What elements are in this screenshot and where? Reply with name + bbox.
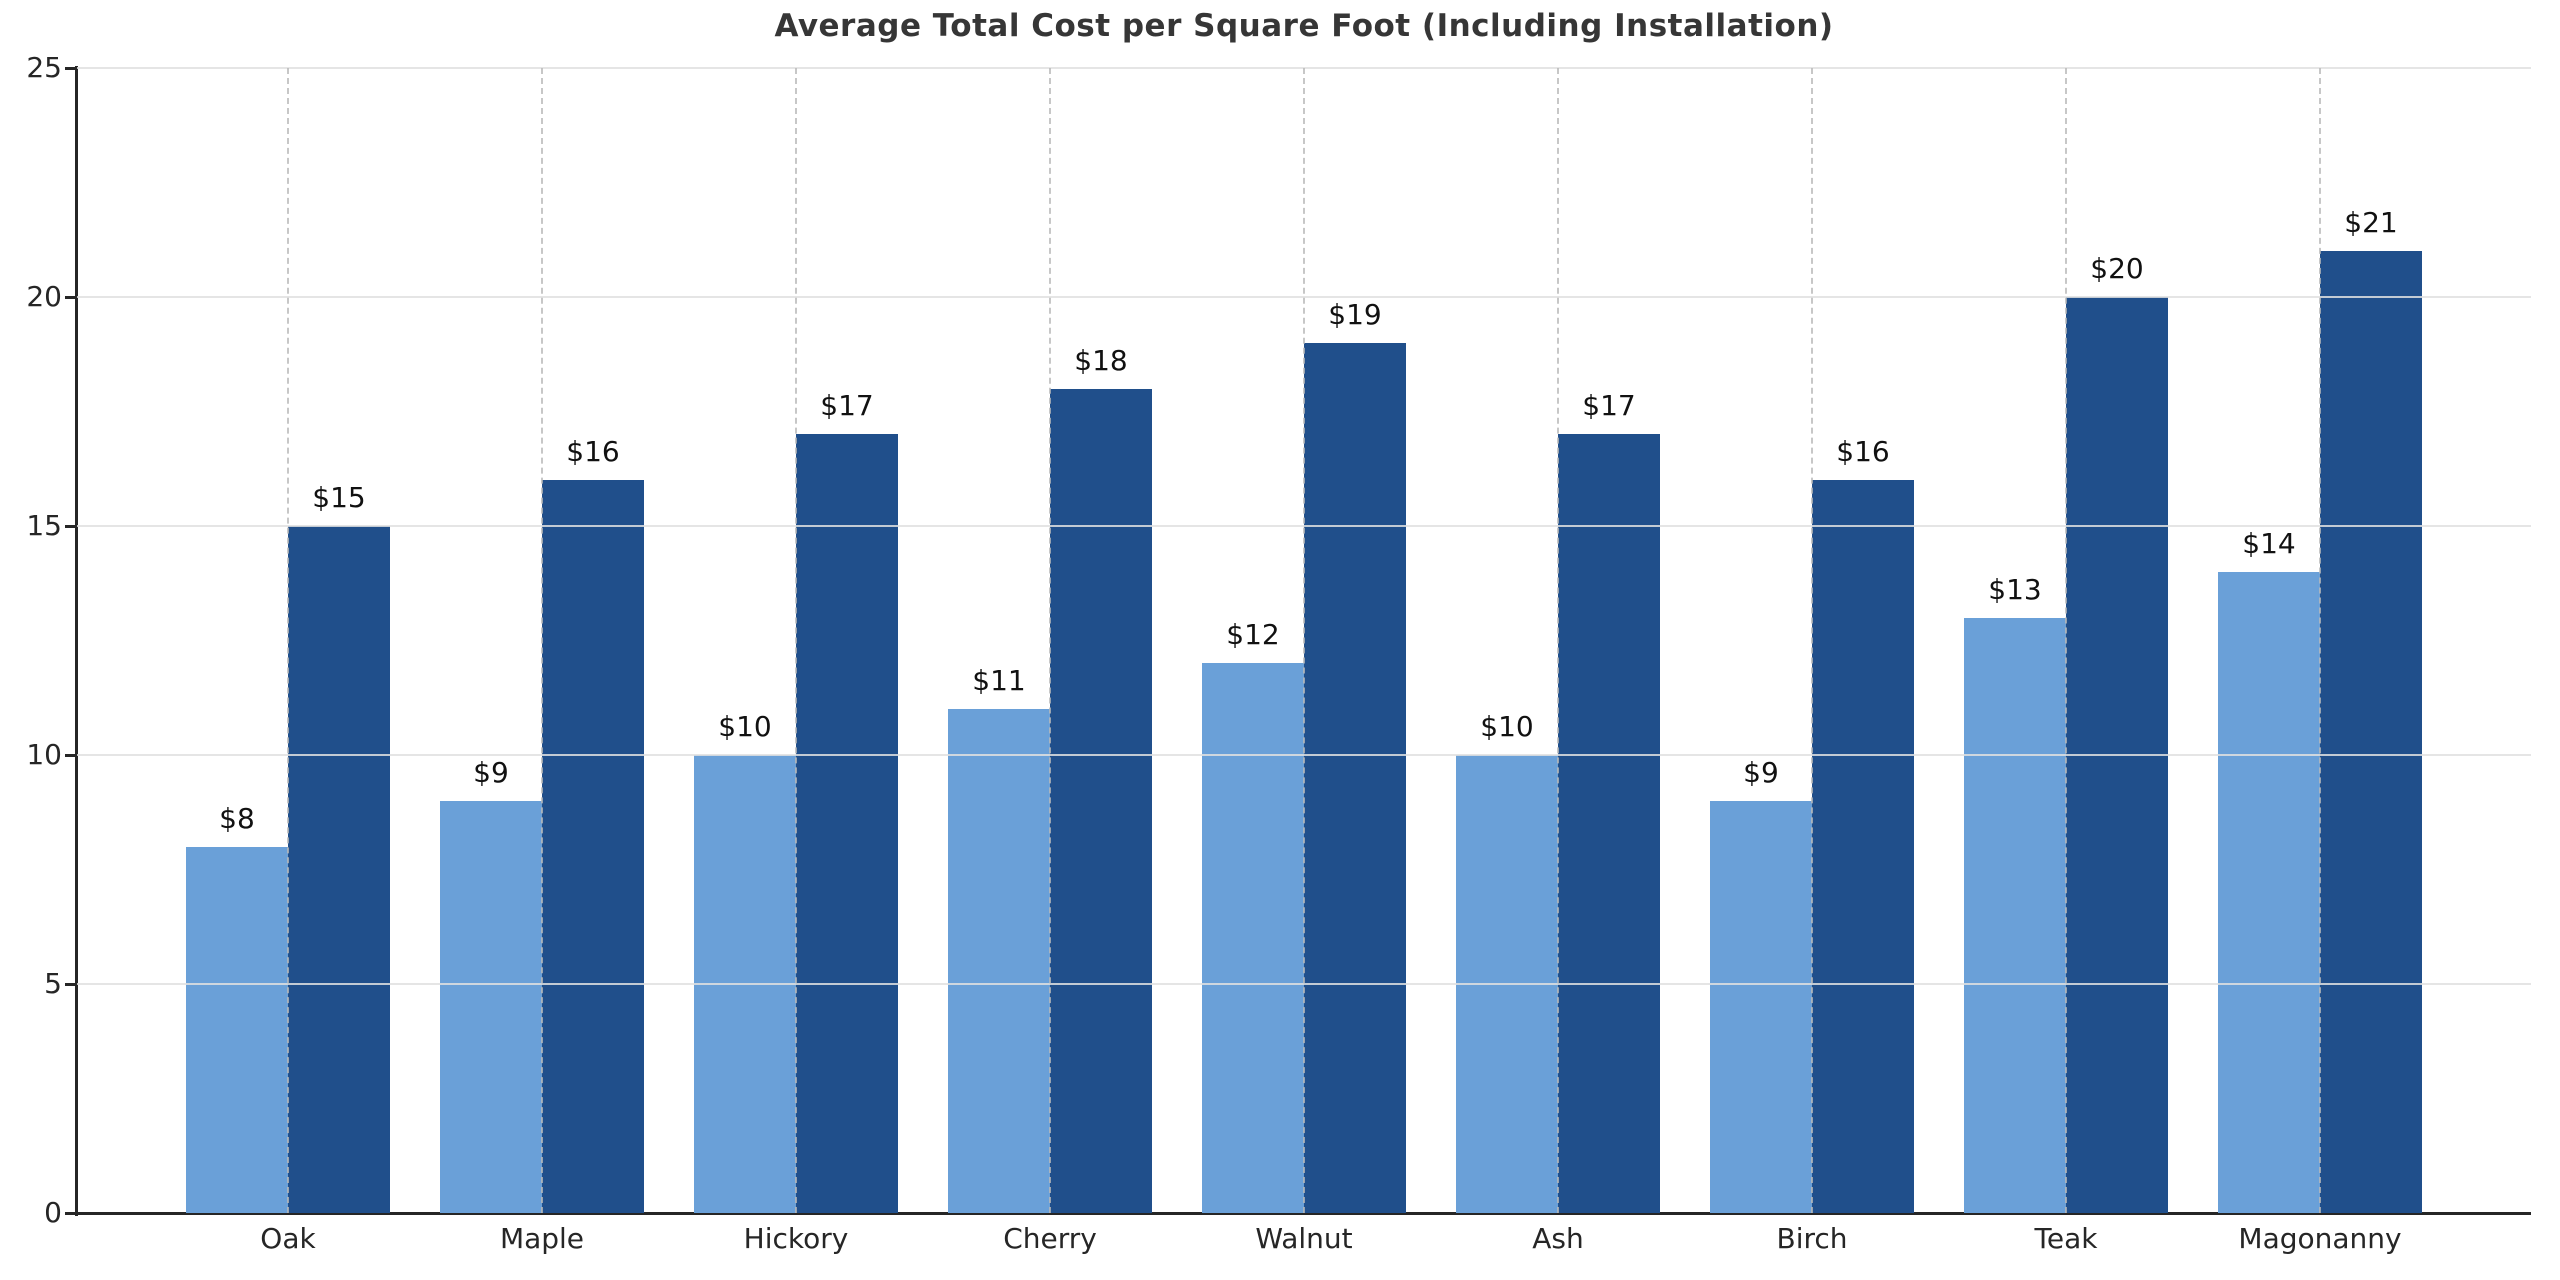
v-gridline xyxy=(541,68,543,1213)
bar-value-label: $9 xyxy=(1743,755,1779,789)
y-tick-label: 15 xyxy=(26,509,62,542)
bar-value-label: $17 xyxy=(820,389,874,423)
high-cost-bar xyxy=(288,526,390,1213)
low-cost-bar xyxy=(948,709,1050,1213)
bar-value-label: $15 xyxy=(312,481,366,514)
bar-value-label: $16 xyxy=(566,435,620,469)
v-gridline xyxy=(2319,68,2321,1213)
bar-value-label: $10 xyxy=(1480,710,1534,743)
high-cost-bar xyxy=(1558,434,1660,1213)
x-tick-label: Ash xyxy=(1532,1222,1584,1255)
y-tick-label: 20 xyxy=(26,280,62,313)
v-gridline xyxy=(1557,68,1559,1213)
chart-title: Average Total Cost per Square Foot (Incl… xyxy=(774,8,1834,44)
high-cost-bar xyxy=(1304,342,1406,1213)
high-cost-bar xyxy=(796,434,898,1213)
low-cost-bar xyxy=(440,800,542,1213)
high-cost-bar xyxy=(1812,480,1914,1213)
high-cost-bar xyxy=(2320,251,2422,1213)
high-cost-bar xyxy=(1050,388,1152,1213)
y-axis-spine xyxy=(75,66,78,1216)
v-gridline xyxy=(1811,68,1813,1213)
low-cost-bar xyxy=(1710,800,1812,1213)
bar-value-label: $9 xyxy=(473,755,509,789)
bar-value-label: $10 xyxy=(718,710,772,743)
bar-value-label: $17 xyxy=(1582,389,1636,423)
y-tick-mark xyxy=(65,524,75,528)
x-tick-label: Oak xyxy=(260,1222,316,1255)
low-cost-bar xyxy=(1202,663,1304,1213)
low-cost-bar xyxy=(186,846,288,1213)
x-axis-spine xyxy=(75,1212,2531,1215)
x-tick-label: Teak xyxy=(2034,1222,2098,1255)
bar-value-label: $12 xyxy=(1226,618,1280,652)
high-cost-bar xyxy=(542,480,644,1213)
y-tick-label: 5 xyxy=(44,967,62,1000)
y-tick-mark xyxy=(65,753,75,757)
v-gridline xyxy=(1303,68,1305,1213)
bar-value-label: $14 xyxy=(2242,526,2296,560)
x-tick-label: Walnut xyxy=(1255,1222,1353,1255)
y-tick-label: 0 xyxy=(44,1196,62,1229)
bar-value-label: $8 xyxy=(219,801,255,835)
bar-value-label: $19 xyxy=(1328,297,1382,331)
bar-value-label: $21 xyxy=(2344,206,2398,240)
y-tick-label: 10 xyxy=(26,738,62,771)
x-tick-label: Magonanny xyxy=(2238,1222,2402,1255)
v-gridline xyxy=(1049,68,1051,1213)
v-gridline xyxy=(2065,68,2067,1213)
bar-value-label: $11 xyxy=(972,664,1026,698)
v-gridline xyxy=(287,68,289,1213)
y-tick-label: 25 xyxy=(26,51,62,84)
x-tick-label: Hickory xyxy=(743,1222,849,1255)
bar-value-label: $18 xyxy=(1074,343,1128,377)
bar-value-label: $20 xyxy=(2090,252,2144,285)
bar-value-label: $13 xyxy=(1988,572,2042,606)
y-tick-mark xyxy=(65,1211,75,1215)
x-tick-label: Birch xyxy=(1776,1222,1848,1255)
x-tick-label: Cherry xyxy=(1003,1222,1097,1255)
low-cost-bar xyxy=(1964,617,2066,1213)
bar-value-label: $16 xyxy=(1836,435,1890,469)
y-tick-mark xyxy=(65,66,75,70)
low-cost-bar xyxy=(2218,571,2320,1213)
x-tick-label: Maple xyxy=(499,1222,585,1255)
v-gridline xyxy=(795,68,797,1213)
y-tick-mark xyxy=(65,295,75,299)
y-tick-mark xyxy=(65,982,75,986)
